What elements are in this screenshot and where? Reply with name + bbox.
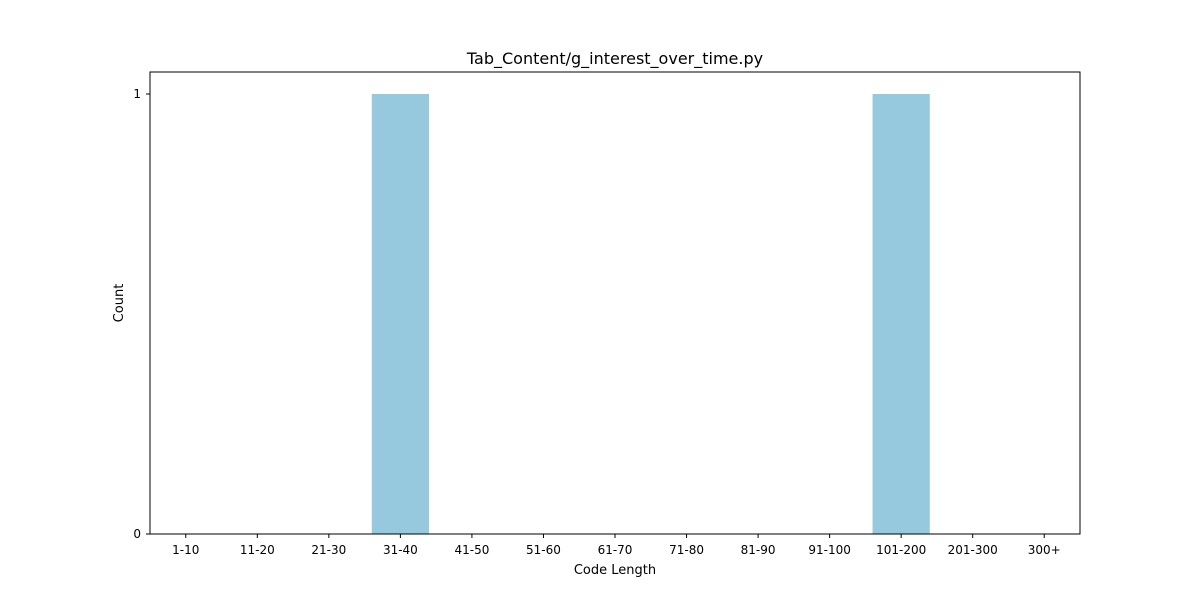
x-tick-label: 31-40 xyxy=(383,543,418,557)
x-tick-label: 1-10 xyxy=(172,543,199,557)
y-tick-label: 1 xyxy=(133,87,141,101)
chart-title: Tab_Content/g_interest_over_time.py xyxy=(466,49,763,69)
x-tick-label: 101-200 xyxy=(876,543,926,557)
y-tick-label: 0 xyxy=(133,527,141,541)
x-tick-label: 21-30 xyxy=(311,543,346,557)
x-tick-label: 81-90 xyxy=(741,543,776,557)
bar-31-40 xyxy=(371,94,429,534)
x-axis-ticks: 1-10 11-20 21-30 31-40 41-50 51-60 61-70 71-80 8… xyxy=(172,534,1061,557)
plot-area-frame xyxy=(149,71,1081,535)
x-tick-label: 71-80 xyxy=(669,543,704,557)
x-tick-label: 51-60 xyxy=(526,543,561,557)
x-tick-label: 11-20 xyxy=(240,543,275,557)
x-axis-label: Code Length xyxy=(574,563,656,578)
bars-group xyxy=(371,94,930,534)
y-axis-label: Count xyxy=(112,284,127,323)
x-tick-label: 61-70 xyxy=(598,543,633,557)
x-tick-label: 201-300 xyxy=(948,543,998,557)
x-tick-label: 91-100 xyxy=(808,543,851,557)
y-axis-ticks: 01 xyxy=(133,87,150,541)
bar-101-200 xyxy=(872,94,930,534)
x-tick-label: 41-50 xyxy=(454,543,489,557)
x-tick-label: 300+ xyxy=(1028,543,1061,557)
